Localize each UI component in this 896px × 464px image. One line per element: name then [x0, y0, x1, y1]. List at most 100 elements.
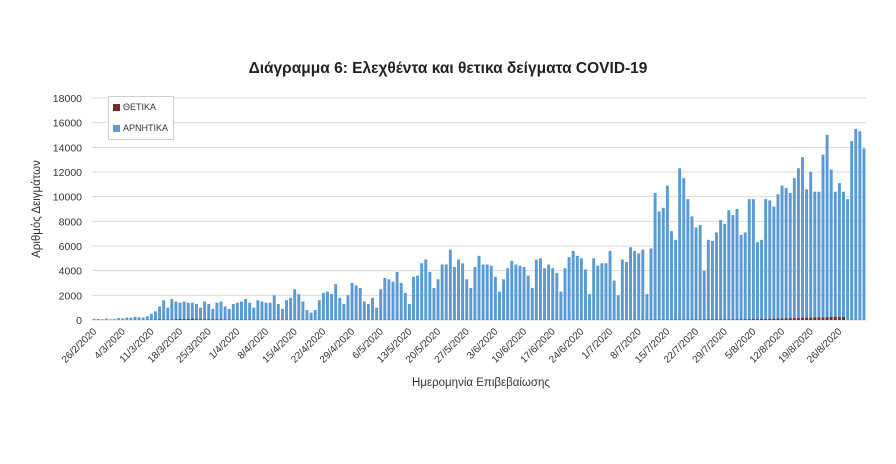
bar-negative	[768, 200, 772, 320]
bar-negative	[698, 225, 702, 320]
bar-negative	[796, 168, 800, 320]
bar-positive	[809, 317, 813, 320]
bar-positive	[772, 318, 776, 320]
bar-negative	[833, 191, 837, 320]
bar-negative	[203, 301, 207, 320]
bar-negative	[805, 189, 809, 320]
bar-positive	[788, 318, 792, 320]
bar-negative	[92, 318, 96, 320]
bar-negative	[723, 223, 727, 320]
bar-negative	[137, 317, 141, 320]
bar-negative	[199, 307, 202, 320]
y-tick-label: 6000	[59, 241, 83, 253]
bar-negative	[190, 302, 194, 320]
bar-negative	[149, 313, 153, 320]
bar-negative	[399, 283, 403, 320]
bar-negative	[342, 303, 346, 320]
bar-negative	[448, 249, 452, 320]
bar-negative	[248, 302, 252, 320]
bar-negative	[444, 264, 448, 320]
bar-negative	[715, 232, 718, 320]
bar-positive	[837, 317, 841, 320]
bar-negative	[391, 281, 395, 320]
bar-negative	[166, 307, 170, 320]
bar-negative	[862, 148, 866, 320]
bar-negative	[293, 289, 297, 320]
bar-negative	[551, 268, 555, 320]
bar-negative	[432, 287, 436, 320]
bar-positive	[207, 319, 211, 320]
bar-negative	[760, 239, 764, 320]
bar-negative	[543, 268, 546, 320]
bar-negative	[244, 299, 248, 320]
bar-negative	[436, 279, 440, 320]
bar-positive	[739, 319, 743, 320]
bar-negative	[350, 283, 354, 320]
bar-negative	[510, 260, 514, 320]
bar-negative	[657, 211, 661, 320]
bar-negative	[653, 192, 657, 320]
bar-positive	[817, 317, 821, 320]
bar-negative	[735, 209, 739, 320]
bar-positive	[780, 318, 784, 320]
bar-negative	[710, 241, 714, 320]
bar-negative	[694, 227, 698, 320]
bar-negative	[674, 239, 678, 320]
bar-negative	[219, 301, 223, 320]
bar-negative	[182, 301, 186, 320]
bar-negative	[194, 303, 198, 320]
bar-negative	[743, 232, 747, 320]
bar-negative	[403, 292, 407, 320]
bar-negative	[424, 259, 428, 320]
bar-negative	[420, 263, 424, 320]
bar-negative	[469, 287, 473, 320]
bar-negative	[358, 287, 362, 320]
bar-negative	[100, 319, 104, 320]
bar-negative	[522, 266, 526, 320]
bar-positive	[796, 318, 800, 320]
bar-negative	[305, 310, 309, 320]
x-tick-label: 26/2/2020	[60, 326, 100, 366]
bar-negative	[751, 199, 755, 320]
bar-negative	[211, 308, 215, 320]
bar-negative	[170, 299, 174, 320]
y-tick-label: 16000	[53, 118, 82, 130]
bar-negative	[285, 300, 288, 320]
bar-negative	[383, 278, 387, 320]
bar-negative	[514, 264, 518, 320]
bar-negative	[850, 141, 854, 320]
bar-negative	[113, 319, 116, 320]
bar-negative	[764, 199, 768, 320]
bar-negative	[207, 303, 211, 320]
bar-negative	[682, 178, 686, 320]
bar-negative	[809, 172, 813, 320]
bar-negative	[313, 310, 317, 320]
bar-negative	[784, 188, 788, 320]
bar-positive	[760, 319, 764, 320]
bar-negative	[518, 265, 522, 320]
bar-negative	[354, 285, 358, 320]
bar-negative	[624, 262, 628, 320]
bar-negative	[108, 319, 112, 320]
bar-negative	[371, 297, 374, 320]
bar-negative	[407, 303, 411, 320]
legend-label-positive: ΘΕΤΙΚΑ	[123, 102, 157, 112]
bar-negative	[117, 318, 121, 320]
y-axis-title: Αριθμός Δειγμάτων	[31, 160, 43, 258]
bar-negative	[321, 292, 325, 320]
bar-positive	[174, 319, 178, 320]
bar-negative	[235, 302, 239, 320]
bar-negative	[223, 306, 227, 320]
bar-negative	[178, 302, 182, 320]
bar-negative	[498, 291, 501, 320]
y-tick-label: 2000	[59, 290, 83, 302]
bar-positive	[768, 318, 772, 320]
y-tick-label: 0	[76, 315, 82, 327]
bar-positive	[805, 317, 809, 320]
bar-negative	[141, 317, 145, 320]
bar-positive	[731, 319, 735, 320]
bar-negative	[334, 284, 338, 320]
bar-positive	[747, 319, 751, 320]
bar-negative	[719, 220, 723, 320]
